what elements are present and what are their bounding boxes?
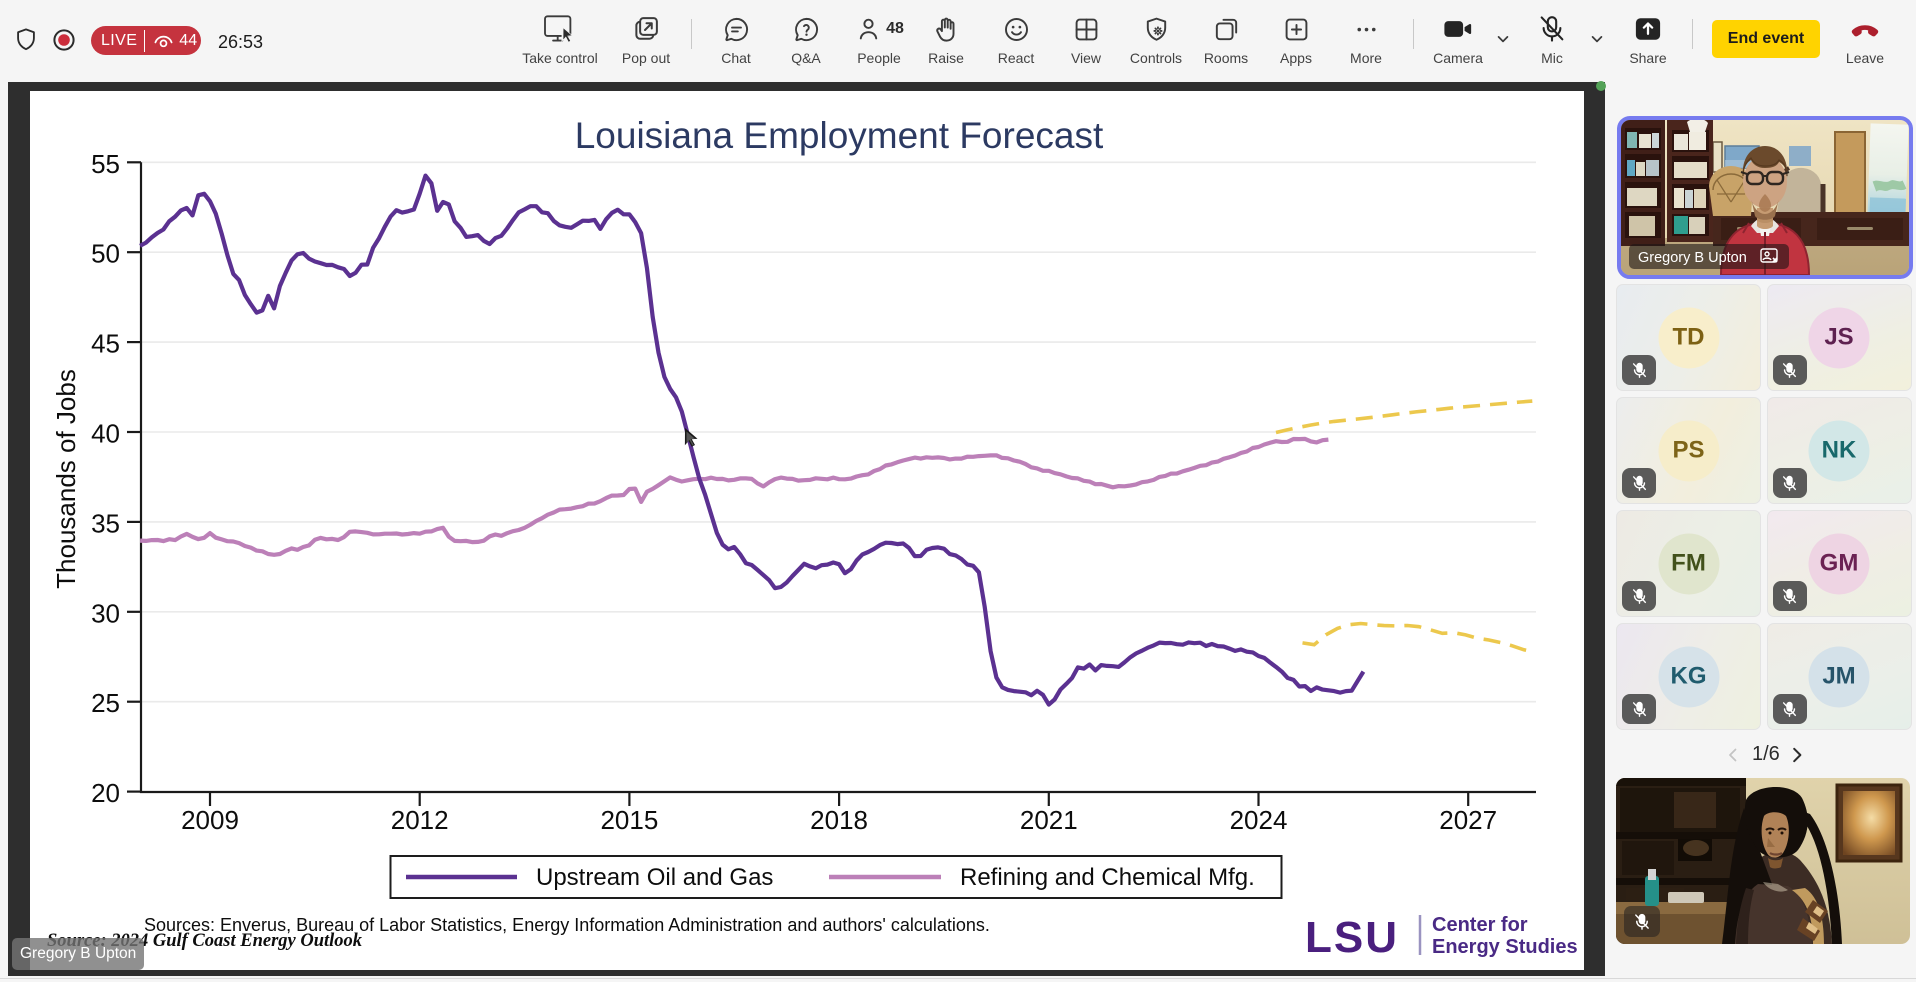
svg-text:Center for: Center for: [1432, 914, 1528, 936]
svg-text:2012: 2012: [391, 805, 449, 835]
svg-text:25: 25: [91, 688, 120, 718]
svg-text:2024: 2024: [1230, 805, 1288, 835]
svg-text:2018: 2018: [810, 805, 868, 835]
svg-text:Gregory B Upton: Gregory B Upton: [1638, 250, 1747, 266]
svg-text:2015: 2015: [600, 805, 658, 835]
svg-text:2009: 2009: [181, 805, 239, 835]
svg-text:Louisiana Employment Forecast: Louisiana Employment Forecast: [575, 115, 1104, 156]
svg-text:Thousands of Jobs: Thousands of Jobs: [51, 369, 81, 589]
svg-text:2021: 2021: [1020, 805, 1078, 835]
svg-text:20: 20: [91, 778, 120, 808]
svg-text:45: 45: [91, 329, 120, 359]
svg-text:30: 30: [91, 598, 120, 628]
svg-text:2027: 2027: [1439, 805, 1497, 835]
svg-text:Energy Studies: Energy Studies: [1432, 936, 1578, 958]
svg-text:Sources: Enverus, Bureau of La: Sources: Enverus, Bureau of Labor Statis…: [144, 915, 990, 935]
svg-text:40: 40: [91, 419, 120, 449]
svg-text:50: 50: [91, 239, 120, 269]
svg-text:Upstream Oil and Gas: Upstream Oil and Gas: [536, 864, 773, 891]
svg-text:55: 55: [91, 149, 120, 179]
svg-text:Refining and Chemical Mfg.: Refining and Chemical Mfg.: [960, 864, 1255, 891]
svg-text:LSU: LSU: [1305, 913, 1399, 962]
svg-text:35: 35: [91, 508, 120, 538]
